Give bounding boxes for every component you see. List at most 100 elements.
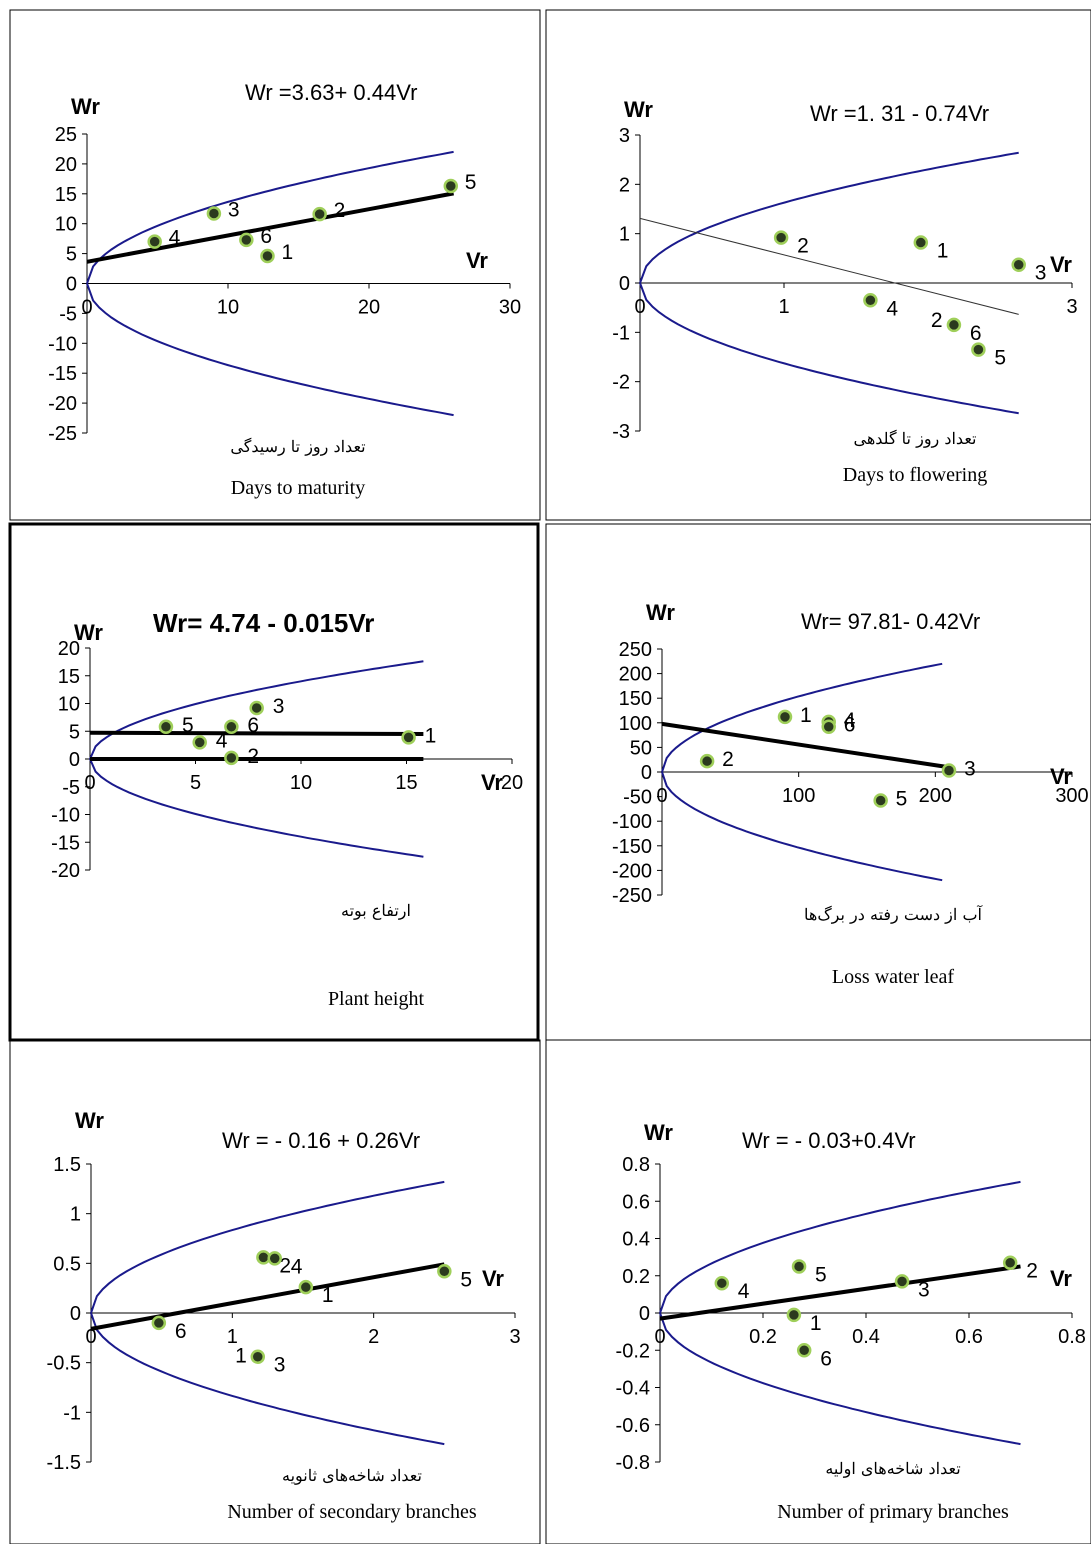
parabola-upper bbox=[659, 1180, 1021, 1314]
regression-equation: Wr =1. 31 - 0.74Vr bbox=[810, 101, 989, 126]
y-tick-label: 0 bbox=[69, 749, 80, 771]
point-label: 1 bbox=[281, 241, 293, 264]
regression-equation: Wr = - 0.16 + 0.26Vr bbox=[222, 1128, 420, 1153]
caption-english: Days to flowering bbox=[843, 464, 987, 486]
y-tick-label: 150 bbox=[619, 688, 652, 710]
point-label: 2 bbox=[279, 1254, 291, 1277]
caption-persian: تعداد شاخه‌های اولیه bbox=[825, 1459, 960, 1478]
data-point bbox=[773, 230, 789, 245]
y-tick-label: 50 bbox=[630, 737, 652, 759]
x-tick-label: 20 bbox=[358, 297, 380, 319]
y-tick-label: -0.2 bbox=[616, 1340, 650, 1362]
data-point bbox=[206, 206, 222, 221]
y-tick-label: 15 bbox=[58, 666, 80, 688]
caption-english: Number of secondary branches bbox=[227, 1501, 477, 1523]
y-tick-label: 25 bbox=[55, 124, 77, 146]
point-label: 6 bbox=[970, 322, 982, 345]
y-tick-label: -0.8 bbox=[616, 1452, 650, 1474]
point-label: 2 bbox=[247, 745, 259, 768]
x-tick-label: 1 bbox=[778, 296, 789, 318]
x-axis-title: Vr bbox=[1050, 1266, 1072, 1291]
parabola-lower bbox=[659, 1312, 1021, 1446]
y-tick-label: 0.4 bbox=[622, 1229, 650, 1251]
y-tick-label: 10 bbox=[58, 694, 80, 716]
caption-persian: آب از دست رفته در برگ‌ها bbox=[804, 904, 983, 924]
point-label: 4 bbox=[738, 1280, 750, 1303]
y-tick-label: -3 bbox=[612, 421, 630, 443]
y-tick-label: 0.2 bbox=[622, 1266, 650, 1288]
regression-line bbox=[90, 1262, 445, 1331]
data-point bbox=[147, 234, 162, 249]
point-label: 3 bbox=[918, 1278, 930, 1301]
data-point bbox=[298, 1279, 314, 1295]
data-point bbox=[250, 1349, 266, 1364]
y-tick-label: 0 bbox=[619, 273, 630, 295]
point-label: 1 bbox=[937, 240, 949, 263]
panel-frame bbox=[545, 523, 1091, 1041]
y-tick-label: 15 bbox=[55, 184, 77, 206]
y-tick-label: -50 bbox=[623, 787, 652, 809]
y-tick-label: 0 bbox=[66, 274, 77, 296]
y-tick-label: -2 bbox=[612, 372, 630, 394]
parabola-lower bbox=[90, 1312, 445, 1446]
data-point bbox=[873, 793, 888, 808]
y-tick-label: 200 bbox=[619, 664, 652, 686]
data-point bbox=[151, 1315, 167, 1331]
regression-equation: Wr= 97.81- 0.42Vr bbox=[801, 609, 980, 634]
x-tick-label: 0 bbox=[81, 297, 92, 319]
point-label: 5 bbox=[815, 1263, 827, 1286]
point-label: 5 bbox=[896, 788, 908, 811]
x-tick-label: 10 bbox=[290, 772, 312, 794]
data-point bbox=[267, 1251, 282, 1266]
point-label: 1 bbox=[810, 1312, 822, 1335]
parabola-upper bbox=[90, 1180, 445, 1314]
y-tick-label: -0.4 bbox=[616, 1378, 650, 1400]
data-point bbox=[192, 735, 207, 750]
point-label: 3 bbox=[274, 1354, 286, 1377]
x-axis-title: Vr bbox=[1050, 252, 1072, 277]
y-tick-label: 5 bbox=[66, 244, 77, 266]
regression-equation: Wr= 4.74 - 0.015Vr bbox=[153, 608, 374, 638]
x-tick-label: 3 bbox=[509, 1326, 520, 1348]
y-tick-label: 100 bbox=[619, 713, 652, 735]
y-tick-label: -1 bbox=[63, 1402, 81, 1424]
point-label: 3 bbox=[964, 758, 976, 781]
point-label: 6 bbox=[844, 714, 856, 737]
x-tick-label: 300 bbox=[1055, 785, 1088, 807]
data-point bbox=[863, 293, 878, 308]
x-tick-label: 0.4 bbox=[852, 1326, 880, 1348]
y-tick-label: -1.5 bbox=[47, 1452, 81, 1474]
y-tick-label: -25 bbox=[48, 423, 77, 445]
y-tick-label: 3 bbox=[619, 125, 630, 147]
panel-frame bbox=[9, 9, 541, 521]
point-label: 1 bbox=[425, 724, 437, 747]
data-point bbox=[791, 1259, 807, 1274]
data-point bbox=[437, 1264, 452, 1279]
point-label: 1 bbox=[235, 1345, 247, 1368]
regression-line bbox=[86, 191, 454, 264]
y-tick-label: 1 bbox=[70, 1204, 81, 1226]
data-point bbox=[946, 317, 962, 333]
data-point bbox=[158, 719, 174, 735]
point-label: 2 bbox=[1026, 1260, 1038, 1283]
panel-frame bbox=[545, 1039, 1091, 1544]
x-axis-title: Vr bbox=[466, 248, 488, 273]
parabola-lower bbox=[86, 283, 454, 417]
data-point bbox=[913, 235, 929, 250]
data-point bbox=[714, 1275, 730, 1291]
point-label: 3 bbox=[228, 199, 240, 222]
point-label: 5 bbox=[465, 171, 477, 194]
point-label: 4 bbox=[169, 227, 181, 250]
y-tick-label: 20 bbox=[58, 638, 80, 660]
point-label: 3 bbox=[1035, 262, 1047, 285]
point-label: 1 bbox=[322, 1284, 334, 1307]
data-point bbox=[1011, 257, 1026, 272]
x-axis-title: Vr bbox=[481, 770, 503, 795]
regression-equation: Wr = - 0.03+0.4Vr bbox=[742, 1128, 916, 1153]
x-tick-label: 30 bbox=[499, 297, 521, 319]
parabola-upper bbox=[661, 662, 943, 773]
x-tick-label: 20 bbox=[501, 772, 523, 794]
